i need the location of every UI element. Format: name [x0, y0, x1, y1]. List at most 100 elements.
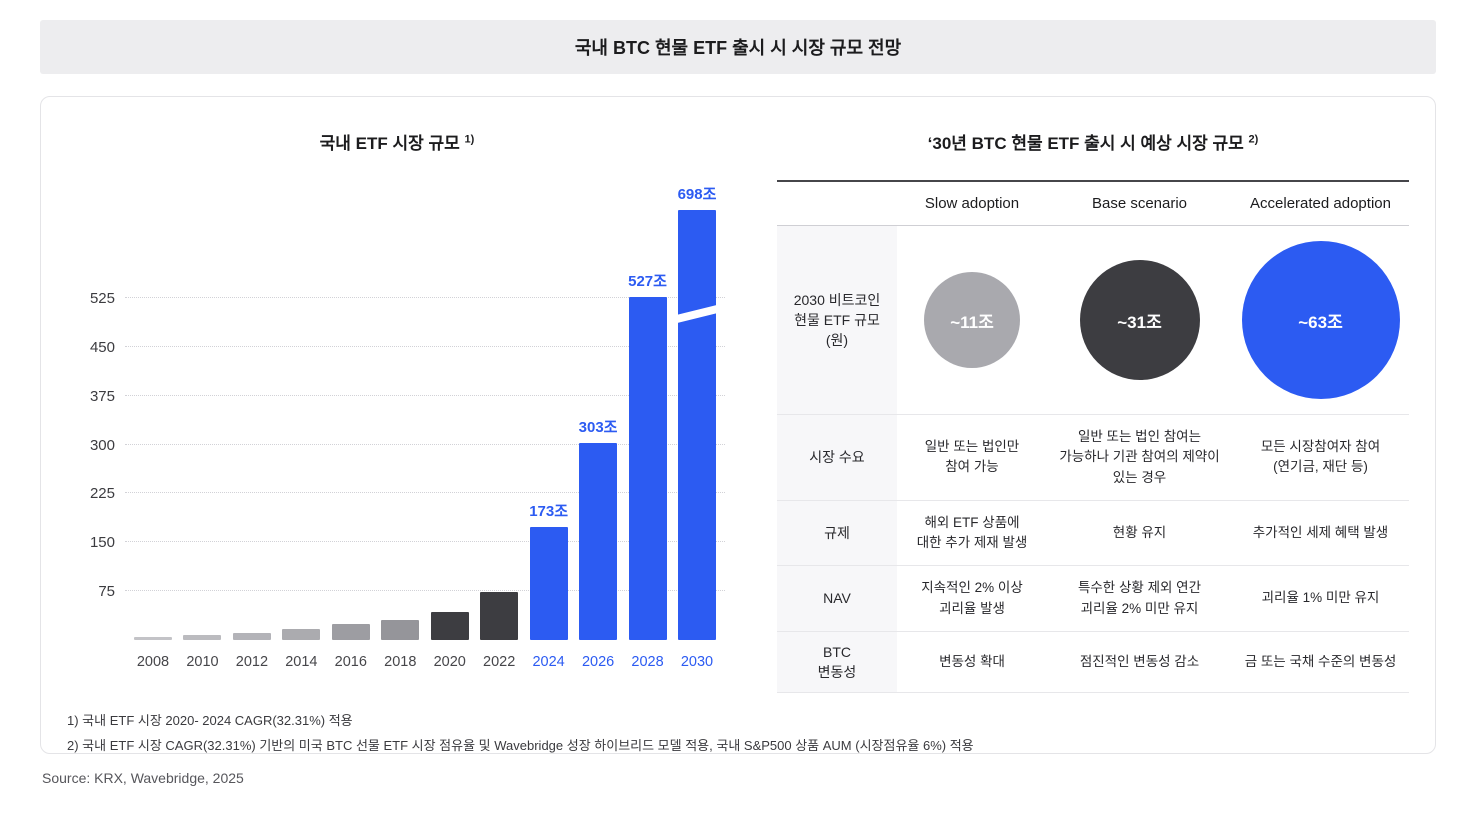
table-row-1: 시장 수요 일반 또는 법인만 참여 가능 일반 또는 법인 참여는 가능하나 기관…	[777, 415, 1409, 501]
bar-2018	[381, 620, 420, 640]
bar-columns: 2008 2010 2012 2014 2016 2018 2020 2022 173조 2024…	[125, 186, 725, 670]
table-cell-2-0: 해외 ETF 상품에 대한 추가 제재 발생	[916, 514, 1028, 550]
scenario-bubble-0: ~11조	[924, 272, 1020, 368]
row-label-0: 2030 비트코인 현물 ETF 규모 (원)	[777, 226, 897, 414]
gridline-450	[125, 345, 725, 347]
column-header-slow-adoption: Slow adoption	[924, 195, 1020, 212]
bar-column-2020: 2020	[427, 612, 473, 670]
scenario-bubble-2: ~63조	[1241, 241, 1400, 399]
bar-2028	[628, 296, 667, 640]
bar-column-2026: 303조 2026	[575, 416, 621, 670]
x-axis-tick-label-2014: 2014	[285, 654, 318, 670]
table-cell-1-0: 일반 또는 법인만 참여 가능	[924, 439, 1020, 475]
gridline-75	[125, 590, 725, 592]
bar-value-label-2030: 698조	[677, 186, 717, 203]
scenario-bubble-1: ~31조	[1079, 260, 1200, 380]
table-cell-3-2: 괴리율 1% 미만 유지	[1261, 590, 1380, 606]
x-axis-tick-label-2016: 2016	[334, 654, 367, 670]
table-cell-4-2: 금 또는 국채 수준의 변동성	[1244, 653, 1397, 669]
x-axis-tick-label-2018: 2018	[384, 654, 417, 670]
scenario-table: Slow adoption Base scenario Accelerated ad…	[777, 180, 1409, 694]
footnote-2: 2) 국내 ETF 시장 CAGR(32.31%) 기반의 미국 BTC 선물 …	[67, 738, 974, 754]
table-title-footnote-ref: 2)	[1248, 133, 1259, 146]
gridline-375	[125, 394, 725, 396]
table-title: ‘30년 BTC 현물 ETF 출시 시 예상 시장 규모 2)	[777, 129, 1409, 154]
bar-chart: 75 150 225 300 375 450 525 2008 2010 2012 2014 2016…	[90, 186, 725, 670]
page: 국내 BTC 현물 ETF 출시 시 시장 규모 전망 국내 ETF 시장 규모…	[0, 20, 1476, 786]
content-card: 국내 ETF 시장 규모 1) 75 150 225 300 375 450 525 2008…	[40, 96, 1436, 754]
bar-2030	[672, 210, 722, 640]
bar-column-2016: 2016	[328, 624, 374, 670]
bar-column-2028: 527조 2028	[625, 270, 671, 670]
gridline-525	[125, 296, 725, 298]
bar-value-label-2024: 173조	[529, 503, 569, 521]
etf-market-chart-panel: 국내 ETF 시장 규모 1) 75 150 225 300 375 450 525 2008…	[67, 123, 727, 693]
bar-column-2018: 2018	[377, 620, 423, 670]
column-header-base-scenario: Base scenario	[1091, 195, 1188, 212]
x-axis-tick-label-2010: 2010	[186, 654, 219, 670]
table-header-label-spacer	[777, 182, 897, 225]
table-row-0: 2030 비트코인 현물 ETF 규모 (원) ~11조 ~31조 ~63조	[777, 226, 1409, 415]
bar-2010	[183, 634, 222, 640]
bar-2008	[134, 637, 172, 640]
x-axis-tick-label-2026: 2026	[581, 654, 615, 670]
chart-title-text: 국내 ETF 시장 규모	[319, 134, 460, 153]
bar-column-2012: 2012	[229, 632, 275, 670]
table-cell-4-0: 변동성 확대	[939, 653, 1005, 669]
page-title-band: 국내 BTC 현물 ETF 출시 시 시장 규모 전망	[40, 20, 1436, 74]
bar-column-2024: 173조 2024	[526, 500, 572, 670]
y-axis-tick-label-450: 450	[89, 338, 115, 356]
x-axis-tick-label-2022: 2022	[483, 654, 516, 670]
table-cell-1-1: 일반 또는 법인 참여는 가능하나 기관 참여의 제약이 있는 경우	[1059, 429, 1220, 485]
x-axis-tick-label-2020: 2020	[433, 654, 466, 670]
table-cell-2-1: 현황 유지	[1112, 524, 1167, 540]
bar-column-2022: 2022	[476, 592, 522, 670]
bar-2026	[579, 442, 618, 640]
x-axis-tick-label-2030: 2030	[680, 654, 714, 670]
x-axis-tick-label-2028: 2028	[631, 654, 664, 670]
axis-break-marker	[672, 304, 722, 324]
table-row-4: BTC 변동성 변동성 확대 점진적인 변동성 감소 금 또는 국채 수준의 변동성	[777, 631, 1409, 694]
column-header-accelerated-adoption: Accelerated adoption	[1250, 195, 1391, 212]
footnote-1: 1) 국내 ETF 시장 2020- 2024 CAGR(32.31%) 적용	[67, 713, 353, 729]
bar-value-label-2028: 527조	[628, 272, 667, 290]
x-axis-tick-label-2008: 2008	[136, 654, 170, 670]
bubble-cell-0: ~11조	[897, 226, 1047, 414]
row-label-3: NAV	[777, 566, 897, 631]
page-title: 국내 BTC 현물 ETF 출시 시 시장 규모 전망	[574, 38, 902, 58]
content-panels: 국내 ETF 시장 규모 1) 75 150 225 300 375 450 525 2008…	[67, 123, 1409, 694]
bar-2022	[480, 592, 519, 640]
bar-column-2014: 2014	[278, 628, 324, 670]
y-axis-tick-label-375: 375	[89, 387, 115, 405]
row-label-2: 규제	[777, 500, 897, 566]
gridline-225	[125, 492, 725, 494]
table-header-row: Slow adoption Base scenario Accelerated ad…	[777, 182, 1409, 226]
bar-value-label-2026: 303조	[578, 418, 618, 436]
bar-column-2008: 2008	[130, 637, 176, 670]
y-axis-tick-label-150: 150	[89, 534, 115, 552]
scenario-table-panel: ‘30년 BTC 현물 ETF 출시 시 예상 시장 규모 2) Slow ad…	[777, 123, 1409, 694]
source-note: Source: KRX, Wavebridge, 2025	[42, 770, 244, 786]
bar-2012	[232, 632, 271, 640]
bar-column-2030: 698조 2030	[672, 183, 722, 670]
row-label-1: 시장 수요	[777, 415, 897, 500]
bar-2014	[282, 628, 321, 640]
table-row-2: 규제 해외 ETF 상품에 대한 추가 제재 발생 현황 유지 추가적인 세제 혜택 …	[777, 500, 1409, 567]
table-title-text: ‘30년 BTC 현물 ETF 출시 시 예상 시장 규모	[927, 134, 1244, 153]
y-axis-tick-label-75: 75	[98, 583, 115, 601]
x-axis-tick-label-2012: 2012	[235, 654, 269, 670]
table-cell-2-2: 추가적인 세제 혜택 발생	[1252, 524, 1389, 540]
bar-2024	[529, 527, 568, 640]
table-cell-3-0: 지속적인 2% 이상 괴리율 발생	[921, 580, 1023, 616]
y-axis-tick-label-525: 525	[89, 289, 115, 307]
bar-chart-plot: 75 150 225 300 375 450 525 2008 2010 2012 2014 2016…	[90, 186, 725, 670]
chart-title-footnote-ref: 1)	[464, 133, 475, 146]
table-cell-4-1: 점진적인 변동성 감소	[1079, 653, 1200, 669]
table-row-3: NAV 지속적인 2% 이상 괴리율 발생 특수한 상황 제외 연간 괴리율 2% …	[777, 566, 1409, 632]
table-cell-1-2: 모든 시장참여자 참여 (연기금, 재단 등)	[1260, 439, 1381, 475]
bar-column-2010: 2010	[179, 634, 225, 670]
x-axis-tick-label-2024: 2024	[532, 654, 565, 670]
gridline-150	[125, 541, 725, 543]
gridline-300	[125, 443, 725, 445]
footnotes: 1) 국내 ETF 시장 2020- 2024 CAGR(32.31%) 적용 …	[67, 709, 1409, 758]
